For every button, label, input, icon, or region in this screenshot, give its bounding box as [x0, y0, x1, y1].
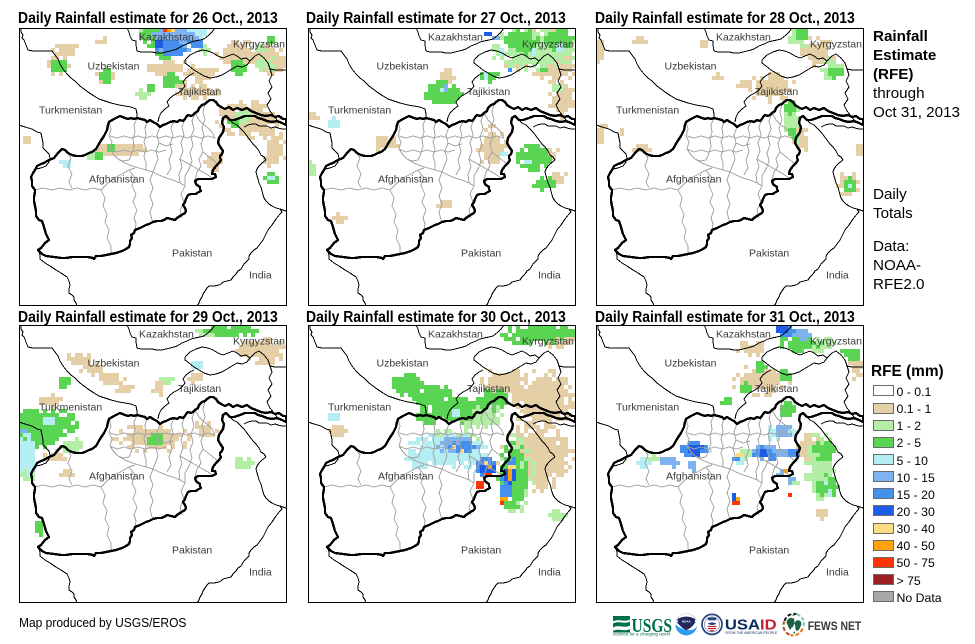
svg-text:NOAA: NOAA: [682, 620, 692, 624]
svg-text:science for a changing world: science for a changing world: [613, 632, 671, 637]
svg-text:USGS: USGS: [632, 615, 673, 637]
svg-text:FROM THE AMERICAN PEOPLE: FROM THE AMERICAN PEOPLE: [725, 631, 777, 635]
svg-text:FEWS NET: FEWS NET: [808, 619, 862, 633]
